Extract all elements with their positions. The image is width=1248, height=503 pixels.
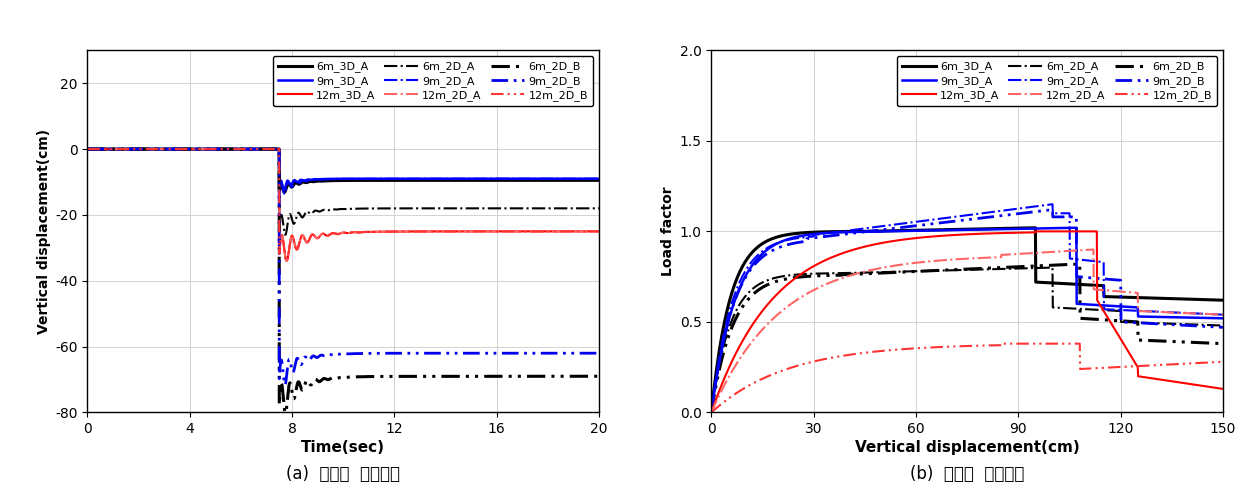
Legend: 6m_3D_A, 9m_3D_A, 12m_3D_A, 6m_2D_A, 9m_2D_A, 12m_2D_A, 6m_2D_B, 9m_2D_B, 12m_2D: 6m_3D_A, 9m_3D_A, 12m_3D_A, 6m_2D_A, 9m_… bbox=[273, 56, 594, 106]
Text: (b)  비선형  정적해석: (b) 비선형 정적해석 bbox=[910, 465, 1025, 483]
Y-axis label: Vertical displacement(cm): Vertical displacement(cm) bbox=[37, 129, 51, 334]
Y-axis label: Load factor: Load factor bbox=[661, 187, 675, 276]
Text: (a)  비선형  동적해석: (a) 비선형 동적해석 bbox=[286, 465, 401, 483]
X-axis label: Vertical displacement(cm): Vertical displacement(cm) bbox=[855, 440, 1080, 455]
X-axis label: Time(sec): Time(sec) bbox=[301, 440, 386, 455]
Legend: 6m_3D_A, 9m_3D_A, 12m_3D_A, 6m_2D_A, 9m_2D_A, 12m_2D_A, 6m_2D_B, 9m_2D_B, 12m_2D: 6m_3D_A, 9m_3D_A, 12m_3D_A, 6m_2D_A, 9m_… bbox=[897, 56, 1218, 106]
